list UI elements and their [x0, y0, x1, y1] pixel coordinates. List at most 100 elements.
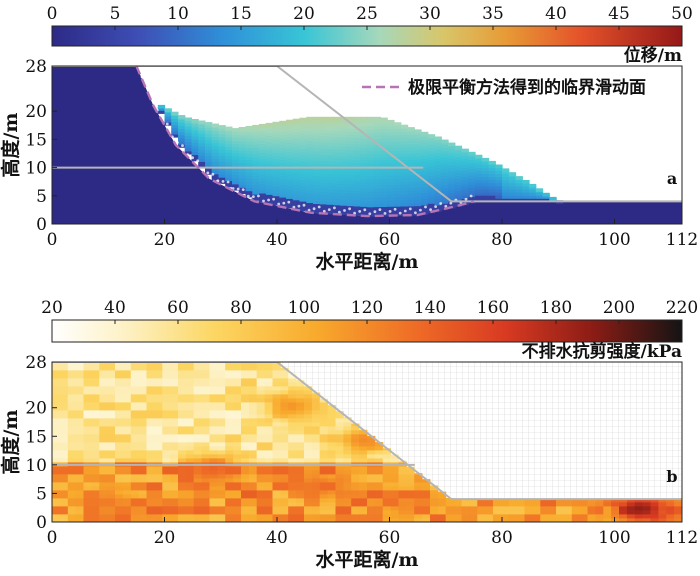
displacement-cell — [488, 179, 496, 184]
strength-cell — [209, 438, 218, 443]
displacement-cell — [360, 190, 368, 195]
displacement-cell — [353, 187, 361, 191]
strength-cell — [75, 510, 84, 515]
displacement-cell — [387, 178, 395, 182]
displacement-cell — [313, 181, 321, 186]
strength-cell — [209, 414, 218, 419]
strength-cell — [264, 478, 273, 483]
displacement-cell — [407, 137, 415, 142]
strength-cell — [209, 482, 218, 487]
displacement-cell — [353, 153, 361, 157]
strength-cell — [91, 486, 100, 491]
strength-cell — [209, 446, 218, 451]
displacement-cell — [238, 159, 246, 163]
displacement-cell — [184, 150, 192, 155]
displacement-cell — [333, 145, 341, 150]
strength-cell — [75, 518, 84, 522]
displacement-cell — [340, 180, 348, 184]
displacement-cell — [475, 154, 483, 159]
strength-cell — [138, 442, 147, 447]
strength-cell — [59, 506, 69, 511]
displacement-cell — [286, 136, 294, 140]
strength-cell — [288, 442, 297, 447]
displacement-cell — [313, 160, 321, 164]
strength-cell — [146, 382, 155, 387]
displacement-cell — [441, 156, 449, 161]
strength-cell — [75, 370, 84, 375]
displacement-cell — [292, 168, 301, 173]
displacement-cell — [360, 169, 368, 173]
displacement-cell — [427, 172, 436, 176]
strength-cell — [571, 518, 581, 522]
displacement-cell — [454, 159, 463, 164]
strength-cell — [311, 402, 321, 407]
strength-cell — [201, 502, 210, 507]
strength-cell — [170, 446, 179, 451]
displacement-cell — [407, 178, 415, 182]
strength-cell — [138, 434, 147, 439]
y-axis-title: 高度/m — [0, 409, 22, 474]
displacement-cell — [373, 135, 382, 139]
displacement-cell — [191, 139, 199, 143]
strength-cell — [280, 470, 289, 475]
displacement-cell — [421, 180, 429, 184]
strength-cell — [382, 450, 391, 455]
strength-cell — [217, 410, 226, 415]
displacement-cell — [265, 154, 274, 158]
strength-cell — [288, 510, 297, 515]
strength-cell — [209, 382, 218, 387]
strength-cell — [414, 486, 423, 491]
displacement-cell — [373, 116, 382, 121]
strength-cell — [595, 518, 604, 522]
strength-cell — [327, 426, 336, 431]
strength-cell — [540, 510, 549, 515]
strength-cell — [170, 410, 179, 415]
strength-cell — [264, 426, 273, 431]
displacement-cell — [441, 175, 449, 179]
strength-cell — [256, 418, 265, 423]
strength-cell — [170, 422, 179, 427]
displacement-cell — [306, 143, 314, 148]
strength-cell — [241, 422, 250, 427]
displacement-cell — [502, 173, 510, 178]
strength-cell — [241, 482, 250, 487]
displacement-cell — [427, 206, 436, 210]
displacement-cell — [306, 187, 314, 191]
displacement-cell — [387, 187, 395, 192]
strength-cell — [225, 378, 234, 383]
strength-cell — [107, 414, 116, 419]
strength-cell — [634, 518, 644, 522]
strength-cell — [233, 502, 242, 507]
strength-cell — [193, 514, 202, 519]
strength-cell — [178, 450, 187, 455]
strength-cell — [107, 502, 116, 507]
strength-cell — [170, 470, 179, 475]
displacement-cell — [346, 140, 355, 144]
displacement-cell — [414, 193, 422, 197]
strength-cell — [99, 458, 108, 463]
strength-cell — [91, 494, 100, 499]
strength-cell — [319, 442, 328, 447]
strength-cell — [162, 366, 171, 371]
slip-band-marker — [408, 207, 412, 211]
strength-cell — [83, 466, 92, 471]
strength-cell — [107, 402, 116, 407]
displacement-cell — [333, 164, 341, 168]
displacement-cell — [346, 199, 355, 203]
strength-cell — [130, 438, 140, 443]
displacement-cell — [286, 161, 294, 165]
strength-cell — [500, 510, 510, 515]
strength-cell — [304, 454, 313, 459]
y-tick-label: 0 — [36, 215, 47, 235]
strength-cell — [248, 506, 258, 511]
strength-cell — [248, 422, 258, 427]
strength-cell — [130, 474, 140, 479]
strength-cell — [256, 374, 265, 379]
displacement-cell — [292, 184, 301, 188]
strength-cell — [272, 510, 281, 515]
slip-band-marker — [368, 212, 372, 216]
strength-cell — [272, 374, 281, 379]
strength-cell — [75, 458, 84, 463]
displacement-cell — [475, 179, 483, 184]
displacement-cell — [265, 157, 274, 161]
